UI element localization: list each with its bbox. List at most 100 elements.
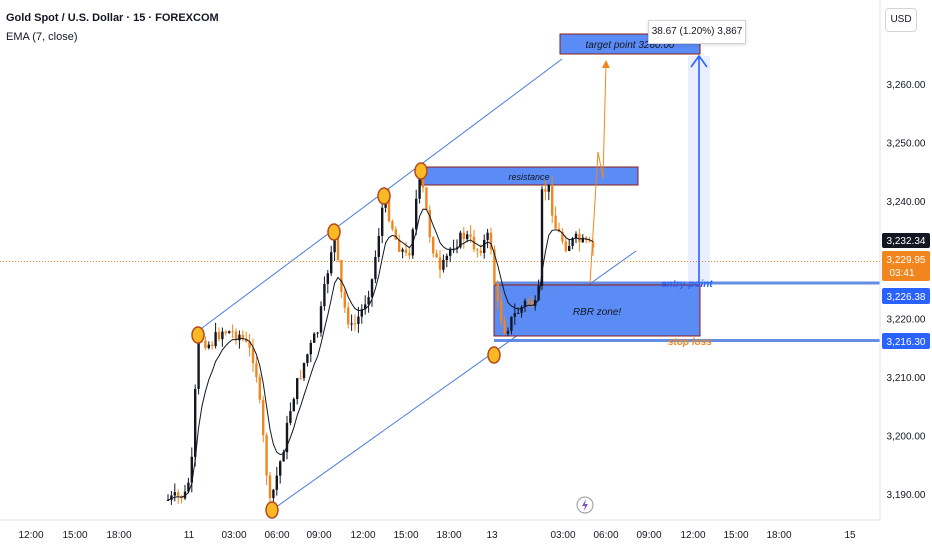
- rbr-zone[interactable]: [493, 284, 701, 337]
- stop-price-label: 3,216.30: [887, 337, 926, 348]
- candle-body: [381, 207, 384, 236]
- entry-point-label: entry point: [661, 279, 713, 290]
- candle-body: [360, 309, 363, 317]
- candle-body: [561, 231, 564, 242]
- candle-body: [241, 334, 244, 339]
- candle-body: [489, 232, 493, 250]
- candle-body: [554, 215, 557, 229]
- candle-body: [506, 330, 510, 334]
- chart-title[interactable]: Gold Spot / U.S. Dollar · 15 · FOREXCOM: [6, 12, 219, 24]
- candle-body: [207, 344, 210, 348]
- candle-body: [234, 331, 238, 341]
- time-tick-label: 15:00: [723, 530, 748, 541]
- stop-price-badge: [882, 333, 930, 349]
- time-tick-label: 15:00: [393, 530, 418, 541]
- candle-body: [248, 341, 251, 348]
- candle-body: [591, 241, 595, 248]
- candle-body: [547, 184, 550, 192]
- candle-body: [479, 250, 482, 253]
- candle-body: [435, 253, 438, 258]
- candle-body: [238, 334, 241, 341]
- candle-body: [279, 461, 282, 476]
- candle-body: [177, 492, 180, 496]
- candle-body: [190, 456, 193, 483]
- time-tick-label: 13: [486, 530, 498, 541]
- candle-body: [408, 252, 411, 256]
- candle-body: [245, 338, 248, 342]
- candle-body: [194, 388, 197, 457]
- price-tick-label: 3,190.00: [887, 490, 926, 501]
- candle-body: [333, 235, 336, 253]
- entry-price-badge: [882, 288, 930, 304]
- candle-body: [217, 332, 221, 340]
- resistance-label: resistance: [508, 172, 549, 182]
- candle-body: [503, 320, 506, 334]
- candle-body: [472, 236, 476, 250]
- candle-body: [357, 316, 360, 324]
- candle-body: [296, 378, 299, 400]
- candle-body: [578, 233, 581, 243]
- candle-body: [466, 234, 469, 240]
- candle-body: [398, 239, 401, 252]
- candle-body: [166, 499, 170, 501]
- candle-body: [517, 312, 520, 314]
- candle-body: [336, 235, 340, 261]
- candle-body: [551, 184, 554, 216]
- candle-body: [370, 279, 374, 298]
- candle-body: [574, 233, 578, 239]
- candle-body: [282, 452, 285, 462]
- candle-body: [432, 237, 435, 254]
- candle-body: [319, 306, 323, 333]
- candle-body: [513, 313, 516, 317]
- candle-body: [350, 323, 353, 325]
- time-tick-label: 06:00: [264, 530, 289, 541]
- price-tick-label: 3,260.00: [887, 80, 926, 91]
- candle-body: [183, 491, 187, 499]
- indicator-legend[interactable]: EMA (7, close): [6, 31, 78, 43]
- time-tick-label: 18:00: [106, 530, 131, 541]
- candle-body: [323, 283, 326, 307]
- pivot-marker: [191, 326, 205, 344]
- candle-body: [418, 169, 421, 199]
- time-tick-label: 06:00: [593, 530, 618, 541]
- candle-body: [459, 232, 462, 248]
- time-tick-label: 15:00: [62, 530, 87, 541]
- time-tick-label: 03:00: [550, 530, 575, 541]
- time-tick-label: 12:00: [680, 530, 705, 541]
- candle-body: [564, 241, 567, 251]
- candle-body: [224, 331, 227, 334]
- entry-price-label: 3,226.38: [887, 292, 926, 303]
- candle-body: [530, 301, 533, 307]
- candle-body: [469, 234, 472, 237]
- candle-body: [214, 332, 217, 347]
- candle-body: [496, 284, 499, 301]
- rbr-zone-label: RBR zone!: [573, 307, 622, 318]
- candle-body: [588, 240, 591, 242]
- currency-button[interactable]: USD: [885, 8, 917, 32]
- lightning-icon[interactable]: [576, 496, 594, 514]
- candle-body: [330, 252, 333, 274]
- candle-body: [221, 331, 224, 340]
- candle-body: [211, 344, 214, 347]
- candle-body: [394, 229, 397, 240]
- candle-body: [364, 304, 367, 310]
- pivot-marker: [487, 346, 501, 364]
- candle-body: [316, 332, 319, 334]
- price-tick-label: 3,220.00: [887, 314, 926, 325]
- candle-body: [173, 492, 176, 496]
- candle-body: [428, 209, 431, 238]
- candle-body: [353, 323, 357, 325]
- price-tick-label: 3,210.00: [887, 373, 926, 384]
- candle-body: [523, 300, 527, 307]
- candle-body: [374, 256, 377, 280]
- candle-body: [347, 307, 350, 325]
- time-tick-label: 03:00: [221, 530, 246, 541]
- candle-body: [187, 482, 190, 492]
- pivot-markers: [191, 162, 501, 519]
- time-axis[interactable]: 12:00 15:00 18:00 11 03:00 06:00 09:00 12:00 15:…: [18, 530, 856, 541]
- candle-body: [306, 354, 309, 363]
- candle-body: [486, 232, 489, 240]
- candle-body: [326, 273, 329, 284]
- candle-body: [483, 239, 486, 253]
